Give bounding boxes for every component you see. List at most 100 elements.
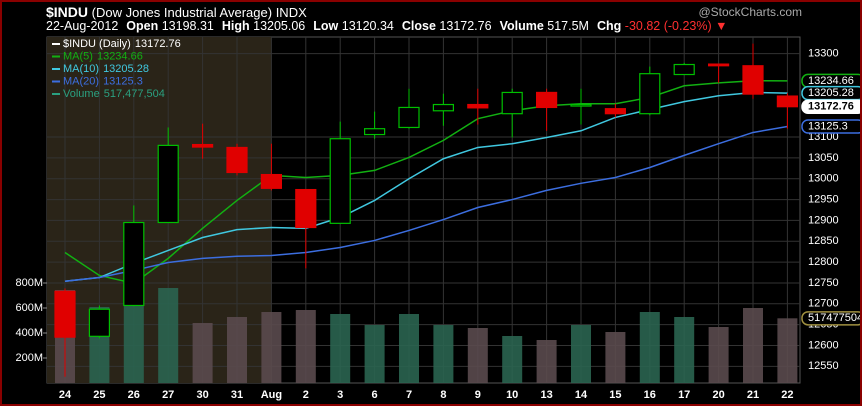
volume-bar	[674, 317, 695, 383]
x-tick-label: 3	[337, 389, 343, 401]
candle-body	[88, 308, 111, 337]
field-label: Low	[313, 19, 339, 33]
legend-swatch	[52, 55, 60, 58]
symbol-name: (Dow Jones Industrial Average)	[91, 5, 273, 20]
volume-tick-label: 200M	[15, 352, 43, 364]
volume-bar	[639, 312, 660, 383]
x-tick-label: 17	[678, 389, 690, 401]
candle-body	[192, 143, 214, 148]
candle-body	[707, 63, 730, 67]
legend-label: MA(20) 13125.3	[63, 75, 143, 87]
y-tick-label: 12900	[808, 214, 839, 226]
candle-body	[54, 290, 76, 338]
candle-body	[398, 106, 420, 129]
field-value: 13205.06	[253, 19, 306, 33]
change-arrow: ▼	[711, 19, 728, 33]
field-value: 13172.76	[439, 19, 492, 33]
legend-value: 13205.28	[103, 63, 149, 75]
candle-body	[535, 91, 558, 109]
watermark: @StockCharts.com	[698, 5, 802, 19]
field-label: High	[221, 19, 250, 33]
volume-bar	[192, 323, 213, 383]
field-label: Volume	[499, 19, 544, 33]
legend-swatch	[52, 43, 60, 45]
x-tick-label: 20	[712, 389, 724, 401]
volume-bar	[330, 314, 351, 383]
candle-body	[604, 108, 627, 115]
field-value: 517.5M	[547, 19, 589, 33]
y-tick-label: 13050	[808, 152, 839, 164]
volume-bar	[536, 340, 557, 383]
value-flag-label: 13205.28	[808, 87, 854, 99]
legend-label: MA(10) 13205.28	[63, 63, 149, 75]
header-quote: 22-Aug-2012 Open 13198.31 High 13205.06 Low…	[46, 19, 728, 33]
legend-name: MA(10)	[63, 63, 99, 75]
candle-body	[467, 103, 489, 109]
x-tick-label: 8	[440, 389, 446, 401]
value-flag-label: 13172.76	[808, 101, 854, 113]
volume-bar	[502, 336, 523, 383]
y-tick-label: 12700	[808, 298, 839, 310]
x-tick-label: 7	[406, 389, 412, 401]
x-tick-label: 25	[93, 389, 105, 401]
x-tick-label: 31	[231, 389, 243, 401]
y-tick-label: 13300	[808, 48, 839, 60]
ma-line	[64, 125, 788, 283]
legend-value: 13172.76	[135, 38, 181, 50]
legend-label: MA(5) 13234.66	[63, 50, 143, 62]
x-tick-label: 26	[128, 389, 140, 401]
legend-name: MA(5)	[63, 50, 93, 62]
field-label: Open	[126, 19, 159, 33]
date: 22-Aug-2012	[46, 19, 119, 33]
legend-value: 13125.3	[103, 75, 143, 87]
x-tick-label: 9	[475, 389, 481, 401]
candle-body	[673, 63, 695, 76]
candle-body	[639, 73, 661, 115]
y-tick-label: 12600	[808, 339, 839, 351]
field-value: 13198.31	[161, 19, 214, 33]
legend-label: Volume 517,477,504	[63, 88, 165, 100]
header-title: $INDU (Dow Jones Industrial Average) IND…	[46, 4, 307, 20]
volume-bar	[708, 327, 729, 383]
volume-bar	[123, 300, 144, 383]
x-tick-label: 15	[609, 389, 621, 401]
symbol: $INDU	[46, 4, 89, 20]
y-tick-label: 12850	[808, 235, 839, 247]
volume-bar	[364, 325, 385, 383]
x-tick-label: 22	[781, 389, 793, 401]
x-tick-label: 16	[644, 389, 656, 401]
x-tick-label: 13	[540, 389, 552, 401]
volume-bar	[227, 317, 247, 383]
x-tick-label: 21	[747, 389, 759, 401]
candle-body	[776, 95, 799, 108]
field-label: Close	[401, 19, 436, 33]
legend-name: Volume	[63, 88, 100, 100]
volume-tick-label: 400M	[15, 327, 43, 339]
x-tick-label: Aug	[261, 389, 282, 401]
volume-bar	[295, 310, 316, 383]
ma-line	[64, 91, 788, 283]
candle-body	[432, 103, 454, 112]
y-tick-label: 12750	[808, 277, 839, 289]
legend-name: $INDU (Daily)	[63, 38, 131, 50]
volume-bar	[605, 332, 626, 383]
candle-body	[364, 128, 386, 136]
value-flag	[801, 99, 860, 114]
value-flag-label: 13125.3	[808, 120, 848, 132]
volume-tick-label: 600M	[15, 302, 43, 314]
volume-bar	[261, 312, 282, 383]
field-label: Chg	[596, 19, 622, 33]
candle-body	[260, 173, 282, 189]
candle-body	[123, 221, 145, 307]
candle-body	[742, 65, 764, 95]
y-tick-label: 12800	[808, 256, 839, 268]
legend-label: $INDU (Daily) 13172.76	[63, 38, 181, 50]
volume-bar	[743, 308, 763, 383]
legend-swatch	[52, 93, 60, 95]
x-tick-label: 14	[575, 389, 588, 401]
volume-bar	[399, 314, 419, 383]
candle-body	[295, 188, 317, 229]
field-value: 13120.34	[341, 19, 394, 33]
legend-value: 517,477,504	[104, 88, 165, 100]
